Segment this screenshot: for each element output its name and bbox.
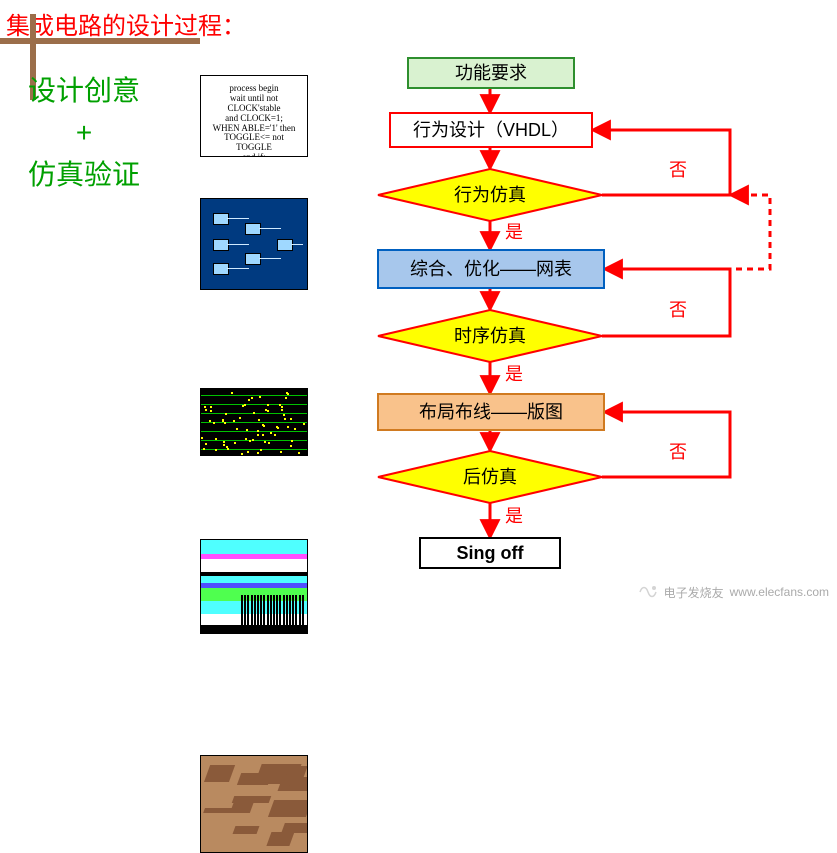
node-label-req: 功能要求 (455, 63, 527, 83)
node-label-place: 布局布线——版图 (419, 402, 563, 422)
label-no: 否 (669, 300, 687, 320)
watermark: 电子发烧友 www.elecfans.com (638, 582, 829, 602)
watermark-url: www.elecfans.com (730, 585, 829, 599)
flow-edge (602, 269, 730, 336)
flow-edge (602, 412, 730, 477)
node-label-behav: 行为设计（VHDL） (413, 120, 569, 140)
logo-icon (638, 582, 658, 602)
flowchart: 功能要求行为设计（VHDL） 行为仿真综合、优化——网表时序仿真布局布线——版图后… (0, 0, 837, 610)
label-yes: 是 (505, 222, 523, 242)
label-yes: 是 (505, 364, 523, 384)
node-label-synth: 综合、优化——网表 (410, 259, 572, 279)
watermark-cn: 电子发烧友 (664, 584, 724, 601)
node-label-tsim: 时序仿真 (454, 326, 526, 346)
flow-nodes: 功能要求行为设计（VHDL） 行为仿真综合、优化——网表时序仿真布局布线——版图后… (378, 58, 604, 568)
label-no: 否 (669, 160, 687, 180)
node-label-bsim: 行为仿真 (454, 185, 526, 205)
node-label-psim: 后仿真 (463, 467, 517, 487)
thumbnail-die (200, 755, 308, 853)
label-no: 否 (669, 442, 687, 462)
node-label-signoff: Sing off (457, 543, 525, 563)
label-yes: 是 (505, 506, 523, 526)
flow-edge (592, 130, 730, 195)
flow-edge (604, 195, 770, 269)
